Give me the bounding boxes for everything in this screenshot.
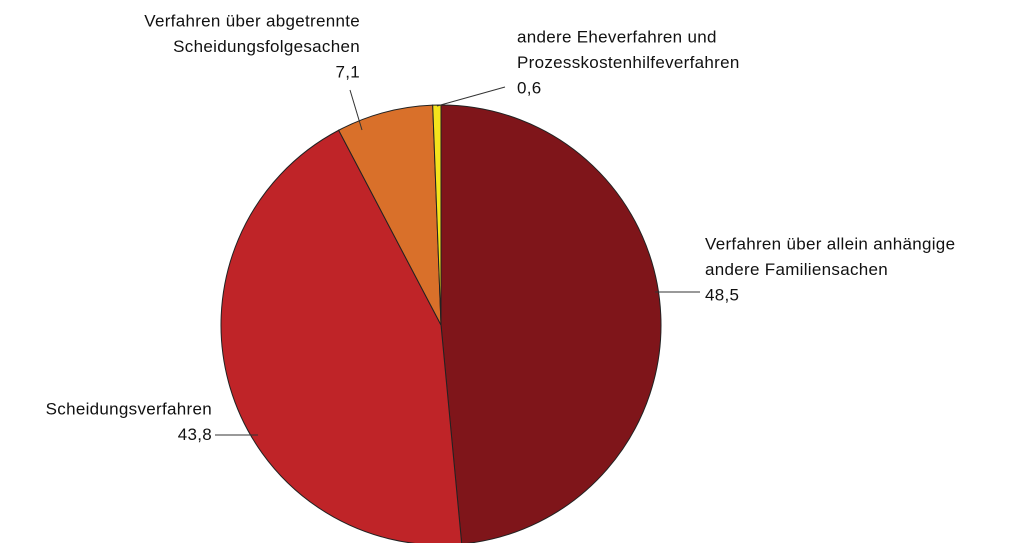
- slice-label: andere Familiensachen: [705, 260, 888, 279]
- pie-slice: [220, 129, 463, 543]
- slice-label: andere Eheverfahren und: [517, 27, 717, 46]
- slice-label: Prozesskostenhilfeverfahren: [517, 53, 740, 72]
- slice-label: Scheidungsverfahren: [46, 399, 212, 418]
- value-label: 7,1: [335, 62, 360, 81]
- leader-line: [349, 89, 363, 131]
- slice-label: Scheidungsfolgesachen: [173, 37, 360, 56]
- value-label: 48,5: [705, 285, 739, 304]
- pie-slice: [440, 104, 662, 543]
- value-label: 0,6: [517, 78, 542, 97]
- slice-label: Verfahren über abgetrennte: [144, 11, 360, 30]
- slice-label: Verfahren über allein anhängige: [705, 234, 955, 253]
- value-label: 43,8: [178, 425, 212, 444]
- leader-line: [436, 86, 506, 107]
